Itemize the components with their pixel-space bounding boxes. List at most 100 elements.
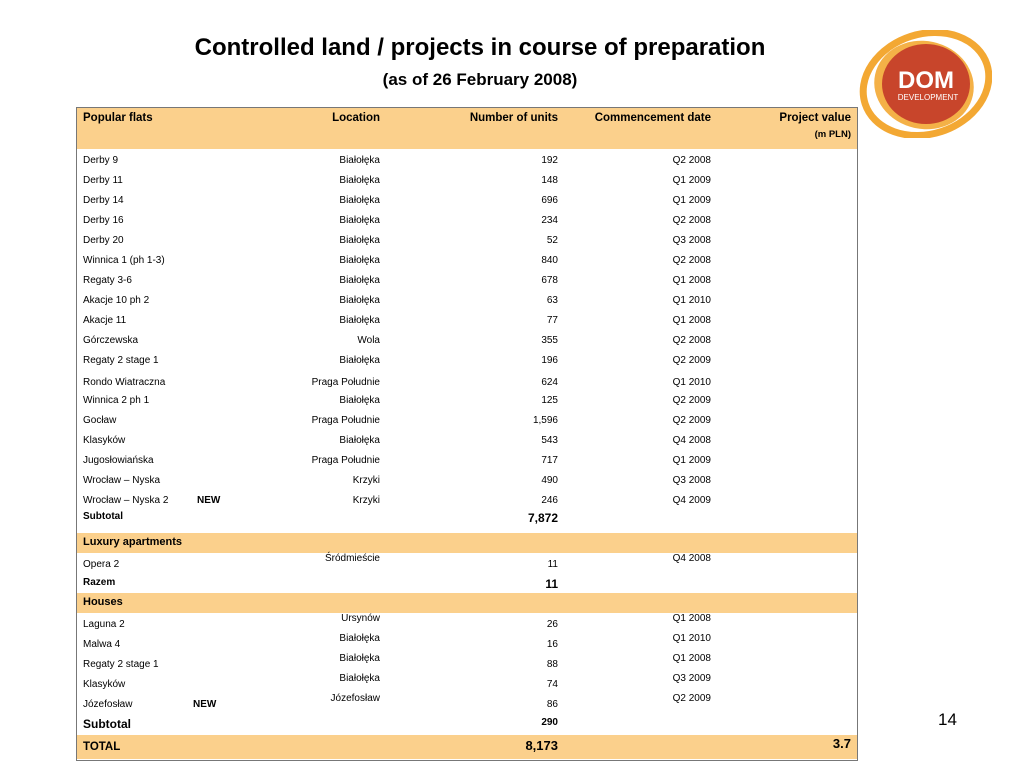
commencement-date: Q1 2010: [672, 377, 711, 388]
commencement-date: Q4 2008: [672, 435, 711, 446]
project-units: 86: [546, 699, 558, 710]
commencement-date: Q3 2009: [672, 673, 711, 684]
total-row: TOTAL 8,173 3.7: [77, 735, 857, 759]
commencement-date: Q1 2009: [672, 195, 711, 206]
project-units: 678: [541, 275, 558, 286]
header-value-unit: (m PLN): [814, 129, 851, 140]
commencement-date: Q2 2008: [672, 215, 711, 226]
project-units: 543: [541, 435, 558, 446]
commencement-date: Q1 2009: [672, 455, 711, 466]
project-units: 26: [546, 619, 558, 630]
project-location: Wola: [357, 335, 380, 346]
new-badge: NEW: [193, 699, 217, 710]
project-name: Jugosłowiańska: [83, 455, 154, 466]
project-location: Białołęka: [339, 653, 380, 664]
project-name: Klasyków: [83, 435, 126, 446]
commencement-date: Q4 2009: [672, 495, 711, 506]
project-name: Rondo Wiatraczna: [83, 377, 166, 388]
project-location: Białołęka: [339, 195, 380, 206]
commencement-date: Q3 2008: [672, 235, 711, 246]
project-name: Laguna 2: [83, 619, 125, 630]
project-units: 148: [541, 175, 558, 186]
table-row: Klasyków Białołęka 74 Q3 2009: [77, 673, 857, 693]
project-name: Regaty 2 stage 1: [83, 355, 159, 366]
project-name: Winnica 1 (ph 1-3): [83, 255, 165, 266]
project-name: Józefosław: [83, 699, 133, 710]
project-units: 88: [546, 659, 558, 670]
commencement-date: Q2 2009: [672, 355, 711, 366]
houses-section-label: Houses: [83, 596, 123, 608]
commencement-date: Q2 2008: [672, 335, 711, 346]
table-row: Derby 11 Białołęka 148 Q1 2009: [77, 169, 857, 189]
project-location: Białołęka: [339, 673, 380, 684]
project-location: Krzyki: [352, 495, 380, 506]
table-row: Gocław Praga Południe 1,596 Q2 2009: [77, 409, 857, 429]
commencement-date: Q2 2009: [672, 415, 711, 426]
project-units: 63: [546, 295, 558, 306]
table-row: Malwa 4 Białołęka 16 Q1 2010: [77, 633, 857, 653]
project-name: Derby 9: [83, 155, 119, 166]
project-units: 490: [541, 475, 558, 486]
dom-development-logo: DOM DEVELOPMENT: [859, 30, 992, 138]
luxury-section-label: Luxury apartments: [83, 536, 183, 548]
project-name: Gocław: [83, 415, 117, 426]
slide-title: Controlled land / projects in course of …: [194, 34, 766, 61]
commencement-date: Q1 2010: [672, 633, 711, 644]
svg-text:DOM: DOM: [898, 67, 954, 94]
project-name: Opera 2: [83, 559, 120, 570]
razem-label: Razem: [83, 577, 116, 588]
commencement-date: Q1 2008: [672, 275, 711, 286]
project-name: Winnica 2 ph 1: [83, 395, 150, 406]
table-row: Derby 9 Białołęka 192 Q2 2008: [77, 149, 857, 169]
project-units: 77: [546, 315, 558, 326]
project-units: 717: [541, 455, 558, 466]
project-name: Regaty 3-6: [83, 275, 132, 286]
commencement-date: Q1 2008: [672, 653, 711, 664]
table-row: Derby 14 Białołęka 696 Q1 2009: [77, 189, 857, 209]
project-location: Śródmieście: [324, 553, 380, 564]
table-row: Opera 2 Śródmieście 11 Q4 2008: [77, 553, 857, 573]
project-units: 840: [541, 255, 558, 266]
header-location: Location: [332, 112, 380, 124]
razem-units: 11: [545, 577, 558, 591]
table-row: Regaty 2 stage 1 Białołęka 196 Q2 2009: [77, 349, 857, 369]
project-location: Praga Południe: [311, 455, 380, 466]
table-row: Akacje 11 Białołęka 77 Q1 2008: [77, 309, 857, 329]
project-units: 196: [541, 355, 558, 366]
project-location: Ursynów: [341, 613, 380, 624]
table-row: Wrocław – Nyska 2 NEW Krzyki 246 Q4 2009: [77, 489, 857, 509]
total-label: TOTAL: [83, 741, 121, 753]
project-name: Wrocław – Nyska: [83, 475, 161, 486]
commencement-date: Q1 2008: [672, 613, 711, 624]
project-units: 74: [546, 679, 558, 690]
table-row: Derby 20 Białołęka 52 Q3 2008: [77, 229, 857, 249]
project-location: Białołęka: [339, 235, 380, 246]
commencement-date: Q1 2008: [672, 315, 711, 326]
project-name: Derby 20: [83, 235, 124, 246]
project-units: 624: [541, 377, 558, 388]
project-name: Górczewska: [83, 335, 139, 346]
project-name: Derby 11: [83, 175, 123, 186]
project-name: Klasyków: [83, 679, 126, 690]
table-row: Derby 16 Białołęka 234 Q2 2008: [77, 209, 857, 229]
houses-subtotal-label: Subtotal: [83, 717, 131, 731]
table-row: Winnica 2 ph 1 Białołęka 125 Q2 2009: [77, 391, 857, 409]
subtotal-label: Subtotal: [83, 511, 123, 522]
header-popular-flats: Popular flats: [83, 112, 153, 124]
project-location: Białołęka: [339, 435, 380, 446]
project-name: Derby 14: [83, 195, 124, 206]
table-row: Jugosłowiańska Praga Południe 717 Q1 2009: [77, 449, 857, 469]
slide-subtitle: (as of 26 February 2008): [382, 70, 578, 89]
header-project-value: Project value: [779, 112, 851, 124]
project-name: Malwa 4: [83, 639, 121, 650]
project-name: Wrocław – Nyska 2: [83, 495, 169, 506]
luxury-subtotal-row: Razem 11: [77, 573, 857, 593]
commencement-date: Q1 2010: [672, 295, 711, 306]
project-location: Białołęka: [339, 155, 380, 166]
project-location: Krzyki: [352, 475, 380, 486]
subtotal-units: 7,872: [527, 511, 558, 525]
commencement-date: Q2 2008: [672, 255, 711, 266]
project-name: Regaty 2 stage 1: [83, 659, 159, 670]
table-row: Regaty 2 stage 1 Białołęka 88 Q1 2008: [77, 653, 857, 673]
project-units: 192: [541, 155, 558, 166]
